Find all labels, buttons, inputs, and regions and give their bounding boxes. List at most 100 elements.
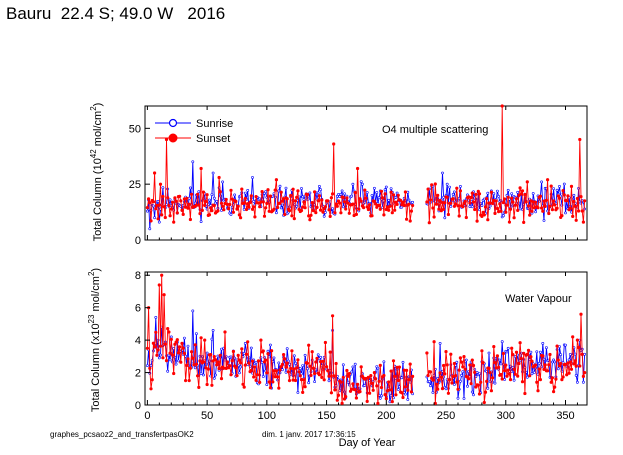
wv-sunset-point [403, 385, 408, 389]
o4-sunset-point [442, 207, 446, 211]
wv-sunrise-point [239, 365, 243, 369]
o4-sunrise-point [211, 171, 215, 175]
wv-sunset-point [150, 378, 154, 382]
wv-sunrise-point [284, 370, 288, 374]
wv-sunrise-point [493, 381, 497, 385]
o4-sunset-point [507, 220, 512, 224]
wv-sunset-point [267, 380, 271, 384]
o4-sunrise-point [372, 186, 376, 190]
o4-sunset-point [180, 208, 184, 212]
o4-sunset-point [491, 201, 495, 206]
o4-sunset-point [217, 175, 221, 180]
wv-sunset-point [211, 359, 215, 363]
o4-sunset-point [311, 209, 316, 213]
o4-sunrise-point [518, 207, 522, 211]
o4-sunrise-point [252, 199, 256, 203]
o4-sunset-point [565, 199, 569, 203]
wv-sunset-point [513, 372, 517, 376]
o4-sunset-point [190, 192, 194, 196]
wv-sunset-point [204, 366, 208, 370]
wv-sunrise-point [498, 358, 502, 362]
wv-sunset-point [393, 374, 397, 379]
wv-sunrise-point [350, 370, 354, 374]
o4-sunset-point [580, 209, 584, 213]
o4-sunset-point [186, 206, 190, 210]
o4-sunset-point [545, 178, 550, 182]
o4-sunset-point [551, 199, 556, 203]
o4-sunrise-point [350, 194, 354, 198]
wv-sunrise-point [316, 353, 320, 357]
wv-sunset-point [489, 389, 494, 393]
wv-sunset-point [164, 359, 169, 363]
wv-sunset-point [182, 351, 186, 356]
o4-sunset-point [338, 201, 342, 205]
wv-sunset-point [549, 380, 553, 384]
wv-sunset-point [341, 375, 345, 379]
o4-sunset-point [203, 203, 207, 207]
wv-sunrise-point [280, 368, 284, 372]
wv-y-tick-label: 4 [135, 335, 141, 347]
o4-sunrise-point [370, 194, 374, 197]
o4-sunset-point [326, 199, 330, 203]
wv-sunrise-point [296, 391, 300, 394]
wv-sunset-point [492, 345, 496, 349]
wv-x-tick-label: 200 [377, 410, 395, 422]
o4-sunset-point [149, 219, 153, 223]
o4-sunset-point [391, 193, 396, 197]
o4-sunrise-point [445, 182, 449, 186]
legend-sunrise-marker [168, 118, 178, 128]
wv-sunset-point [327, 374, 331, 378]
o4-sunset-point [244, 207, 249, 212]
wv-sunrise-point [400, 376, 404, 380]
wv-sunset-point [286, 370, 291, 374]
wv-sunset-point [157, 283, 161, 287]
wv-sunrise-point [380, 394, 383, 398]
wv-sunrise-point [229, 355, 233, 359]
wv-sunrise-point [553, 360, 557, 364]
o4-sunset-point [477, 192, 482, 196]
footer-timestamp: dim. 1 janv. 2017 17:36:15 [262, 430, 356, 439]
o4-sunset-point [344, 207, 348, 211]
o4-sunset-point [346, 201, 350, 205]
o4-sunrise-point [531, 192, 535, 195]
wv-sunrise-point [499, 362, 503, 366]
o4-sunset-point [252, 205, 256, 209]
wv-sunset-point [576, 345, 581, 350]
wv-sunset-point [218, 353, 222, 357]
o4-sunset-point [295, 195, 299, 199]
wv-sunset-point [156, 348, 160, 352]
o4-sunset-point [341, 195, 345, 199]
o4-sunrise-point [497, 194, 501, 198]
o4-sunset-line [146, 139, 414, 223]
o4-sunset-point [153, 171, 157, 175]
o4-sunrise-point [340, 189, 344, 193]
o4-sunrise-point [221, 180, 225, 184]
wv-sunset-point [155, 353, 159, 357]
wv-sunset-point [580, 352, 584, 357]
wv-sunset-point [210, 383, 214, 387]
wv-sunset-point [234, 366, 238, 370]
wv-sunset-point [246, 340, 250, 344]
o4-sunset-point [579, 195, 583, 199]
wv-sunset-point [517, 361, 521, 366]
wv-sunrise-point [506, 346, 510, 350]
o4-sunset-point [228, 202, 232, 207]
wv-sunrise-point [277, 361, 281, 365]
o4-sunrise-point [384, 185, 388, 189]
o4-sunset-point [427, 221, 431, 225]
o4-sunset-point [356, 166, 360, 171]
wv-sunset-point [298, 374, 302, 378]
o4-sunset-point [576, 209, 581, 213]
wv-sunset-point [579, 312, 583, 316]
o4-sunset-point [303, 206, 307, 210]
wv-sunset-point [548, 352, 552, 357]
o4-sunset-point [382, 213, 386, 217]
o4-sunset-point [198, 212, 202, 216]
wv-sunset-point [443, 372, 447, 376]
wv-sunset-point [199, 336, 203, 340]
o4-sunset-point [582, 199, 587, 203]
wv-sunrise-point [401, 360, 405, 364]
wv-sunset-point [320, 375, 324, 380]
wv-sunset-point [170, 353, 175, 357]
wv-sunrise-point [568, 352, 572, 356]
